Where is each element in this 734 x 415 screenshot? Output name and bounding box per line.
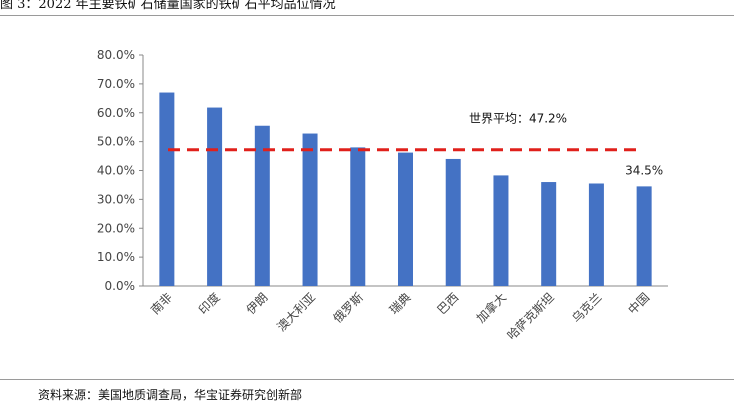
bar bbox=[207, 107, 223, 287]
x-tick-label: 哈萨克斯坦 bbox=[504, 290, 556, 342]
data-label: 34.5% bbox=[625, 163, 663, 177]
y-axis: 0.0% 10.0% 20.0% 30.0% 40.0% 50.0% 60.0% 70.0% 8… bbox=[97, 48, 668, 293]
bar bbox=[588, 183, 604, 286]
bar bbox=[398, 152, 413, 286]
data-labels: 34.5% bbox=[625, 163, 663, 177]
title-divider bbox=[0, 15, 734, 16]
y-tick-label: 80.0% bbox=[97, 48, 135, 62]
x-tick-label: 俄罗斯 bbox=[331, 290, 366, 325]
bars bbox=[159, 92, 652, 287]
x-tick-label: 乌克兰 bbox=[568, 290, 604, 326]
y-tick-label: 60.0% bbox=[97, 106, 135, 120]
figure-title: 图 3：2022 年主要铁矿石储量国家的铁矿石平均品位情况 bbox=[0, 0, 336, 12]
bar bbox=[302, 133, 318, 286]
x-tick-label: 南非 bbox=[147, 290, 175, 318]
y-tick-label: 40.0% bbox=[97, 164, 135, 178]
y-tick-label: 50.0% bbox=[97, 135, 135, 149]
y-tick-label: 0.0% bbox=[105, 279, 136, 293]
bar bbox=[159, 92, 175, 286]
x-tick-label: 巴西 bbox=[434, 290, 461, 317]
bar bbox=[350, 147, 366, 286]
x-tick-label: 加拿大 bbox=[473, 290, 509, 326]
y-tick-label: 30.0% bbox=[97, 192, 135, 206]
bar bbox=[493, 175, 509, 286]
bar bbox=[541, 182, 557, 286]
bar bbox=[254, 125, 270, 287]
y-tick-label: 70.0% bbox=[97, 77, 135, 91]
bar bbox=[445, 158, 461, 286]
x-tick-label: 伊朗 bbox=[244, 290, 271, 317]
bar-chart: 0.0% 10.0% 20.0% 30.0% 40.0% 50.0% 60.0% 70.0% 8… bbox=[97, 48, 668, 343]
source-divider bbox=[0, 379, 734, 380]
bar bbox=[636, 186, 652, 286]
x-tick-label: 中国 bbox=[625, 290, 653, 318]
y-tick-label: 10.0% bbox=[97, 250, 135, 264]
x-tick-label: 印度 bbox=[195, 290, 223, 318]
source-note: 资料来源：美国地质调查局，华宝证券研究创新部 bbox=[38, 388, 303, 402]
reference-line-label: 世界平均：47.2% bbox=[469, 112, 567, 126]
reference-line-group: 世界平均：47.2% bbox=[168, 112, 643, 152]
x-tick-label: 瑞典 bbox=[387, 290, 414, 317]
y-tick-label: 20.0% bbox=[97, 221, 135, 235]
x-tick-label: 澳大利亚 bbox=[274, 290, 318, 334]
